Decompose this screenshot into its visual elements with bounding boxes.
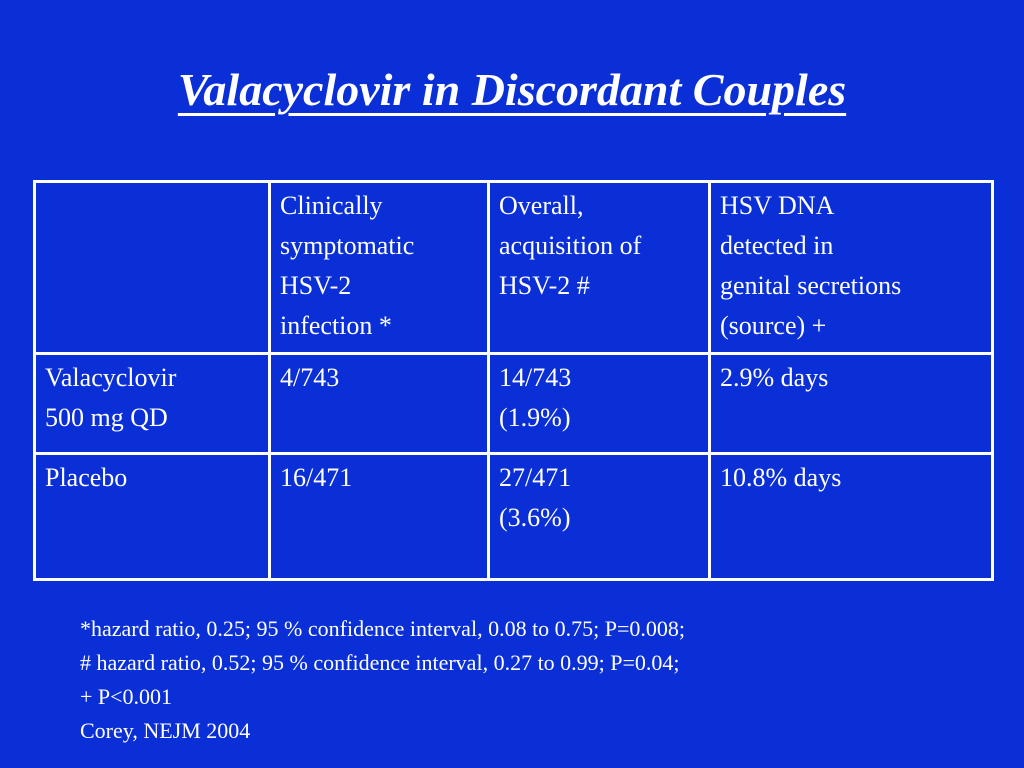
cell-text-line: 10.8% days bbox=[720, 463, 842, 492]
header-cell-symptomatic-infection: Clinically symptomatic HSV-2 infection * bbox=[268, 180, 490, 355]
table-cell: 4/743 bbox=[268, 352, 490, 455]
header-text-line: genital secretions bbox=[720, 271, 902, 300]
header-cell-empty bbox=[33, 180, 271, 355]
header-text-line: acquisition of bbox=[499, 231, 642, 260]
citation: Corey, NEJM 2004 bbox=[80, 718, 251, 743]
row-label-cell: Valacyclovir 500 mg QD bbox=[33, 352, 271, 455]
footnotes: *hazard ratio, 0.25; 95 % confidence int… bbox=[80, 612, 685, 748]
table-header-row: Clinically symptomatic HSV-2 infection *… bbox=[33, 180, 994, 355]
table-cell: 27/471 (3.6%) bbox=[487, 452, 711, 581]
cell-text-line: 27/471 bbox=[499, 463, 572, 492]
header-text-line: infection * bbox=[280, 311, 392, 340]
table-cell: 16/471 bbox=[268, 452, 490, 581]
table-row-placebo: Placebo 16/471 27/471 (3.6%) 10.8% days bbox=[33, 452, 994, 581]
header-text-line: HSV-2 bbox=[280, 271, 352, 300]
cell-text-line: 2.9% days bbox=[720, 363, 829, 392]
header-text-line: Clinically bbox=[280, 191, 383, 220]
slide-title-text: Valacyclovir in Discordant Couples bbox=[177, 64, 847, 115]
cell-text-line: 16/471 bbox=[280, 463, 353, 492]
table-cell: 10.8% days bbox=[708, 452, 994, 581]
header-text-line: detected in bbox=[720, 231, 834, 260]
header-text-line: Overall, bbox=[499, 191, 584, 220]
footnote-hazard-ratio-symptomatic: *hazard ratio, 0.25; 95 % confidence int… bbox=[80, 616, 686, 641]
row-label-cell: Placebo bbox=[33, 452, 271, 581]
cell-text-line: 4/743 bbox=[280, 363, 340, 392]
header-text-line: (source) + bbox=[720, 311, 827, 340]
header-cell-overall-acquisition: Overall, acquisition of HSV-2 # bbox=[487, 180, 711, 355]
header-text-line: HSV DNA bbox=[720, 191, 835, 220]
cell-text-line: Valacyclovir bbox=[45, 363, 177, 392]
cell-text-line: (1.9%) bbox=[499, 403, 571, 432]
slide-title: Valacyclovir in Discordant Couples bbox=[0, 62, 1024, 117]
cell-text-line: (3.6%) bbox=[499, 503, 571, 532]
results-table: Clinically symptomatic HSV-2 infection *… bbox=[33, 180, 994, 581]
header-text-line: symptomatic bbox=[280, 231, 415, 260]
table-cell: 14/743 (1.9%) bbox=[487, 352, 711, 455]
table-cell: 2.9% days bbox=[708, 352, 994, 455]
table-row-valacyclovir: Valacyclovir 500 mg QD 4/743 14/743 (1.9… bbox=[33, 352, 994, 455]
footnote-p-value: + P<0.001 bbox=[80, 684, 173, 709]
cell-text-line: Placebo bbox=[45, 463, 128, 492]
cell-text-line: 500 mg QD bbox=[45, 403, 168, 432]
cell-text-line: 14/743 bbox=[499, 363, 572, 392]
footnote-hazard-ratio-acquisition: # hazard ratio, 0.52; 95 % confidence in… bbox=[80, 650, 680, 675]
header-cell-hsv-dna-detected: HSV DNA detected in genital secretions (… bbox=[708, 180, 994, 355]
header-text-line: HSV-2 # bbox=[499, 271, 590, 300]
